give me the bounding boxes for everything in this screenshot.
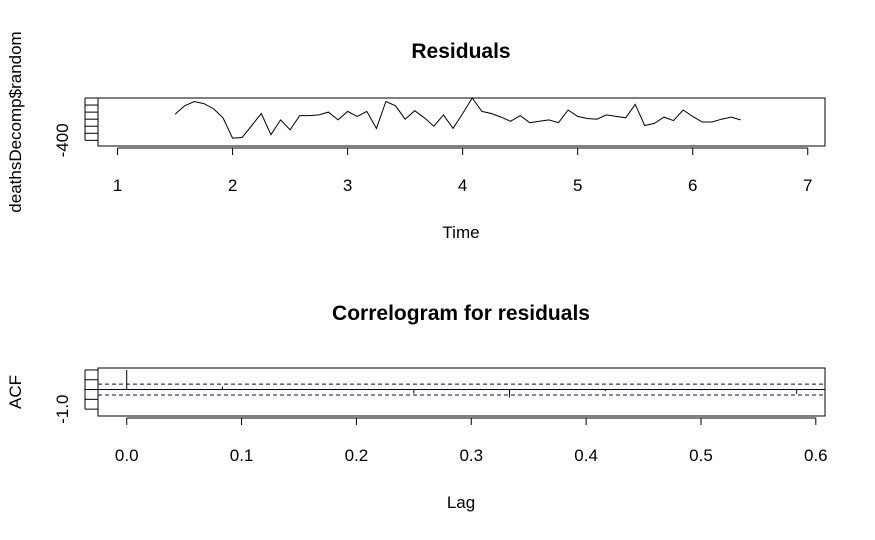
residuals-x-tick-label: 1	[113, 176, 122, 195]
residuals-x-label: Time	[442, 223, 479, 242]
correlogram-x-tick-label: 0.0	[115, 446, 139, 465]
correlogram-x-tick-label: 0.6	[804, 446, 828, 465]
residuals-series	[174, 97, 741, 139]
correlogram-x-tick-label: 0.5	[689, 446, 713, 465]
correlogram-x-tick-label: 0.2	[345, 446, 369, 465]
correlogram-plot-frame	[97, 367, 826, 417]
residuals-x-tick-label: 3	[343, 176, 352, 195]
correlogram-x-tick-label: 0.4	[574, 446, 598, 465]
residuals-x-tick-label: 5	[573, 176, 582, 195]
residuals-x-axis: 1 2 3 4 5 6 7	[113, 147, 812, 195]
residuals-x-tick-label: 2	[228, 176, 237, 195]
correlogram-y-tick-label: -1.0	[53, 394, 72, 423]
residuals-y-label: deathsDecomp$random	[6, 31, 25, 212]
correlogram-x-label: Lag	[447, 493, 475, 512]
residuals-x-tick-label: 4	[458, 176, 467, 195]
correlogram-x-axis: 0.0 0.1 0.2 0.3 0.4 0.5 0.6	[115, 417, 828, 465]
correlogram-bars	[126, 369, 798, 398]
residuals-y-tick-label: -400	[53, 123, 72, 157]
residuals-line	[174, 97, 741, 139]
residuals-plot-frame	[97, 97, 826, 147]
correlogram-confidence-band	[98, 383, 825, 396]
correlogram-y-label: ACF	[6, 375, 25, 409]
correlogram-x-tick-label: 0.1	[230, 446, 254, 465]
residuals-y-axis: -400	[53, 97, 98, 157]
residuals-title: Residuals	[411, 40, 510, 63]
correlogram-title: Correlogram for residuals	[332, 302, 590, 325]
correlogram-x-tick-label: 0.3	[459, 446, 483, 465]
residuals-x-tick-label: 6	[688, 176, 697, 195]
correlogram-y-axis: -1.0	[53, 369, 98, 424]
residuals-x-tick-label: 7	[803, 176, 812, 195]
